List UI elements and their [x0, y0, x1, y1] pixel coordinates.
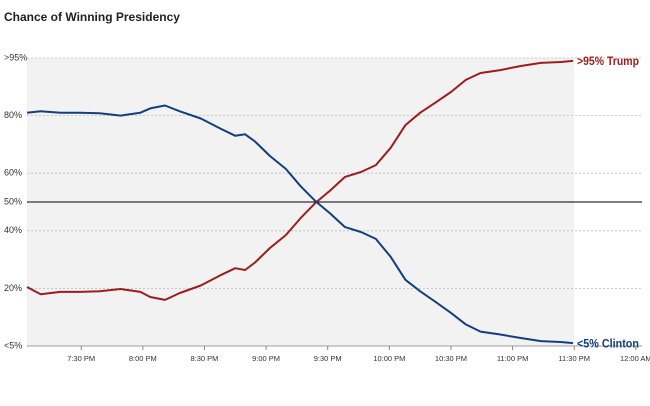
x-tick-label: 11:00 PM [497, 354, 529, 363]
x-tick-label: 10:00 PM [373, 354, 405, 363]
chart-title: Chance of Winning Presidency [4, 10, 180, 24]
y-tick-label: 50% [4, 196, 22, 206]
x-tick-label: 11:30 PM [558, 354, 590, 363]
y-tick-label: >95% [4, 52, 27, 62]
y-tick-label: 40% [4, 225, 22, 235]
x-tick-label: 9:00 PM [252, 354, 280, 363]
series-end-label: <5% Clinton [577, 336, 639, 350]
x-tick-label: 9:30 PM [314, 354, 342, 363]
series-end-label: >95% Trump [577, 54, 639, 68]
y-tick-label: 20% [4, 283, 22, 293]
y-tick-label: 80% [4, 110, 22, 120]
x-tick-label: 8:00 PM [129, 354, 157, 363]
y-tick-label: 60% [4, 168, 22, 178]
series-line [26, 59, 574, 301]
y-tick-label: <5% [4, 340, 22, 350]
x-tick-label: 10:30 PM [435, 354, 467, 363]
x-tick-label: 7:30 PM [67, 354, 95, 363]
series-line [26, 104, 574, 345]
x-tick-label: 12:00 AM [620, 354, 650, 363]
x-tick-label: 8:30 PM [191, 354, 219, 363]
